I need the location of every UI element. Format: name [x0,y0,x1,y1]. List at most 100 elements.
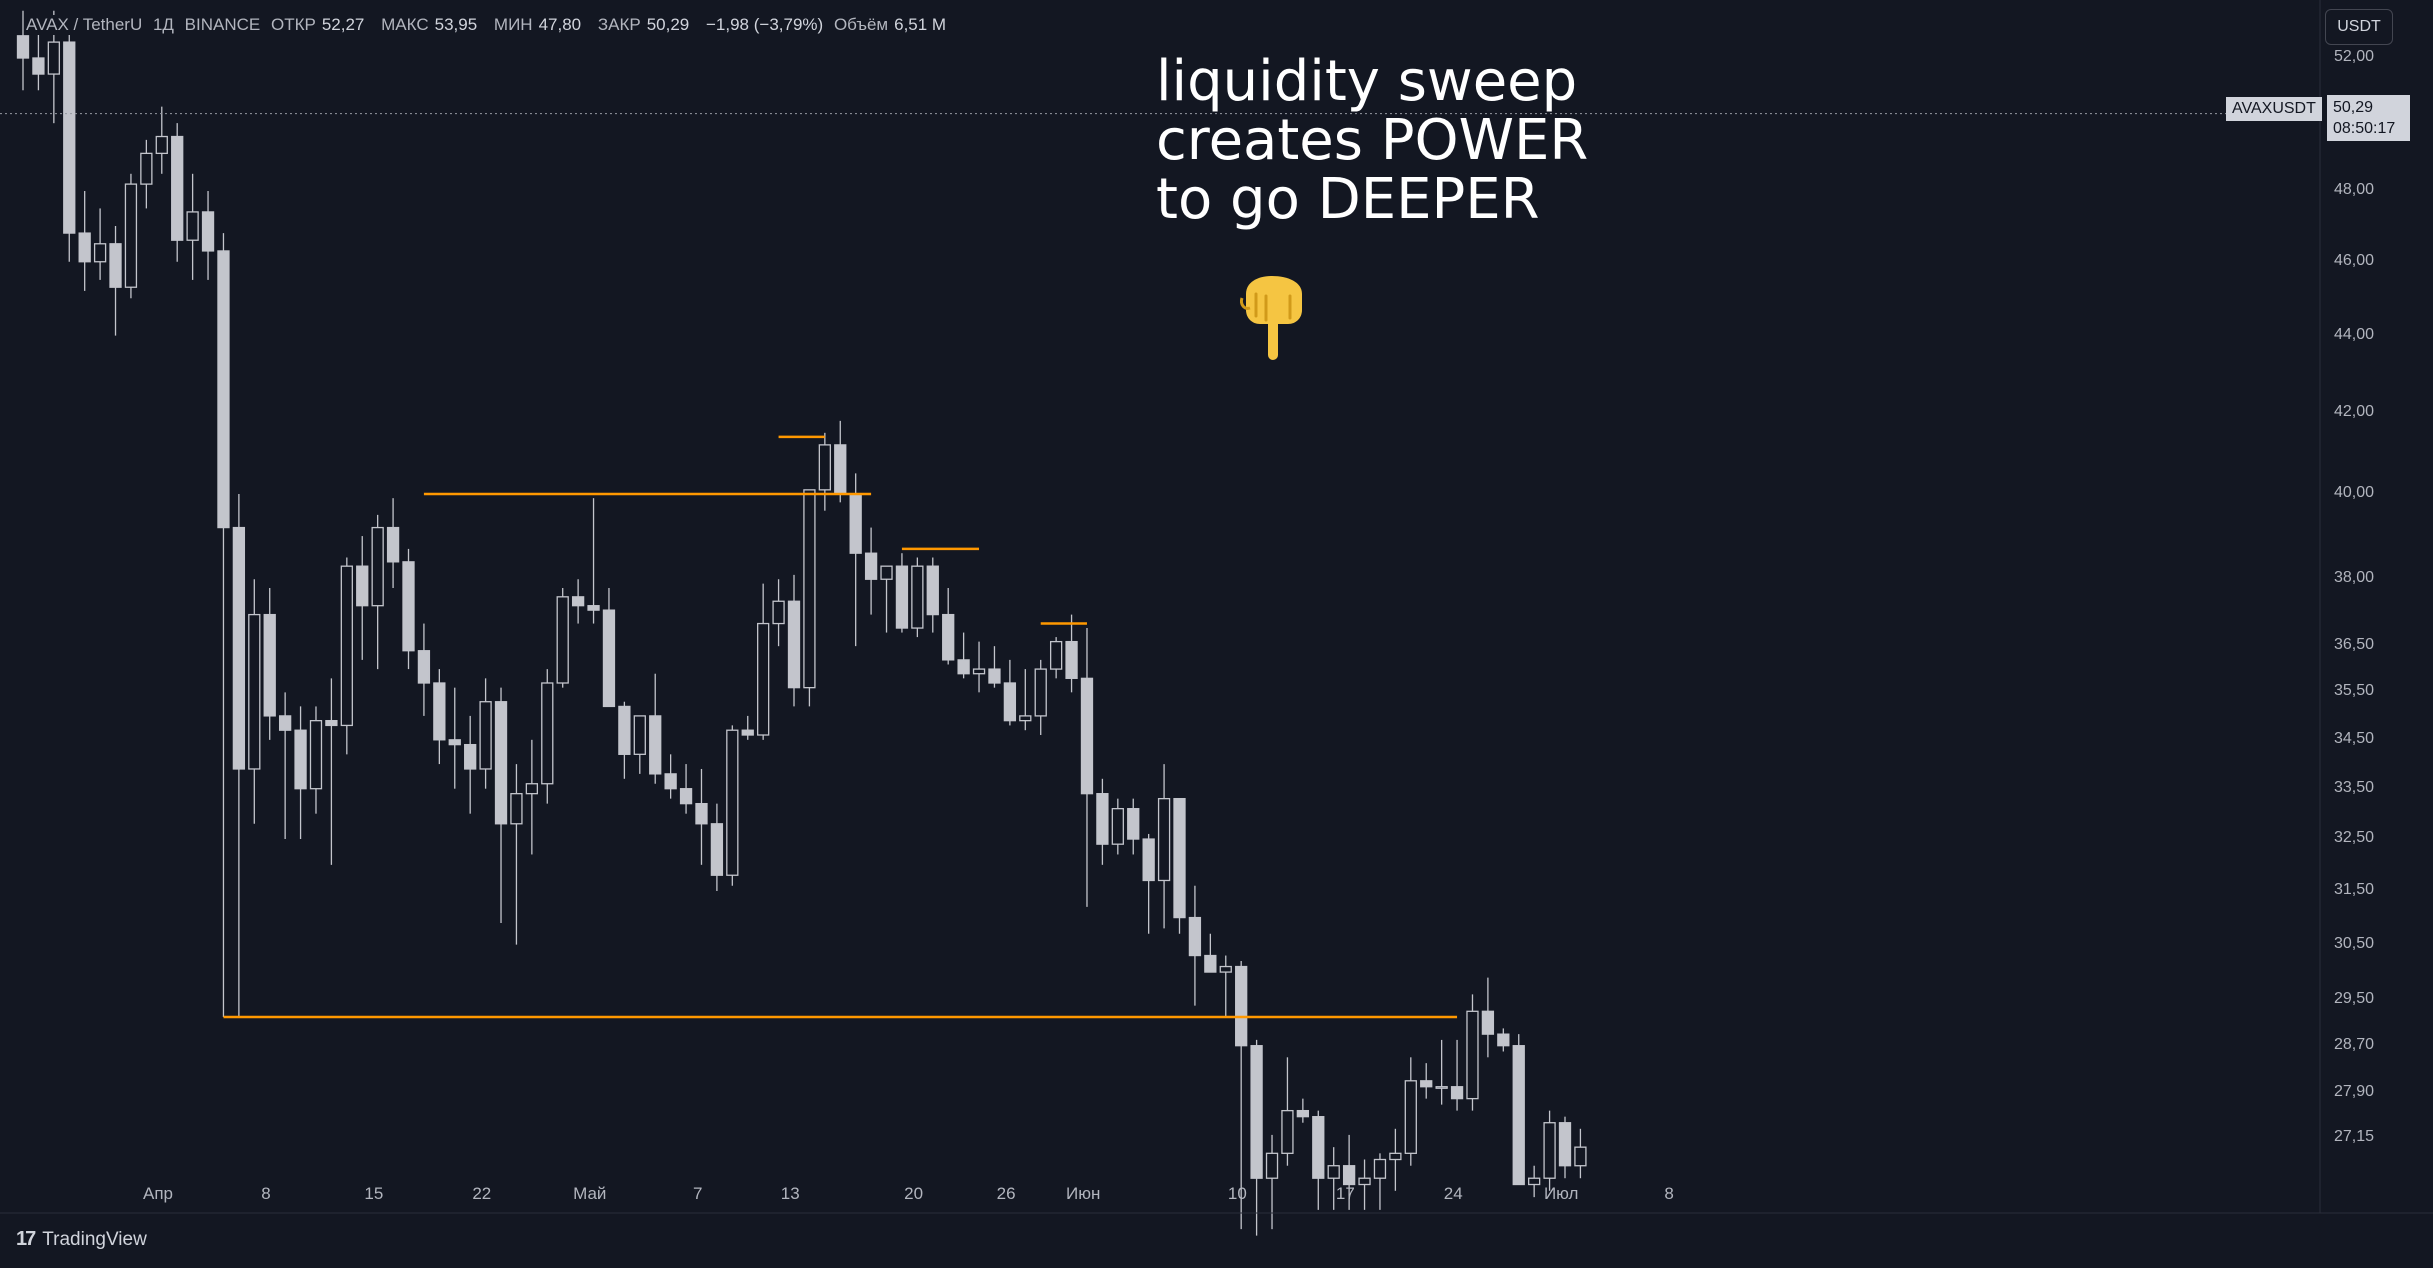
candle[interactable] [1512,1034,1525,1186]
candle[interactable] [556,588,569,688]
candle[interactable] [1574,1128,1587,1179]
candle[interactable] [1003,659,1017,726]
candle[interactable] [1450,1039,1464,1111]
candle[interactable] [232,494,246,1017]
candle[interactable] [124,173,138,299]
candle[interactable] [1080,628,1094,907]
candle[interactable] [1558,1116,1572,1179]
candle[interactable] [1389,1128,1402,1191]
candle[interactable] [1065,614,1078,693]
candle[interactable] [186,173,199,280]
candle[interactable] [371,514,384,670]
candle[interactable] [340,557,353,755]
candle[interactable] [171,123,184,262]
candle[interactable] [1034,659,1047,736]
candle[interactable] [571,579,585,624]
candle[interactable] [1235,961,1248,1230]
candle[interactable] [664,754,677,799]
candle[interactable] [1157,764,1171,929]
candle[interactable] [1219,955,1232,1017]
candle[interactable] [16,10,30,91]
candle[interactable] [1497,1028,1510,1052]
candle[interactable] [587,498,600,624]
candle[interactable] [864,527,878,615]
candle[interactable] [1358,1159,1371,1210]
candle[interactable] [1543,1110,1556,1191]
tradingview-logo[interactable]: 17 TradingView [16,1228,147,1251]
candle[interactable] [757,583,770,740]
candle[interactable] [1142,833,1155,934]
candle[interactable] [649,673,662,784]
candle[interactable] [417,623,431,716]
candle[interactable] [402,548,415,670]
candle[interactable] [1173,797,1186,934]
candle[interactable] [633,715,646,774]
candle[interactable] [834,420,847,503]
candle[interactable] [1281,1057,1294,1166]
candle[interactable] [1435,1039,1448,1105]
candle[interactable] [1049,637,1063,679]
candle[interactable] [787,574,801,707]
candle[interactable] [217,233,230,1017]
candle[interactable] [1096,778,1109,865]
candle[interactable] [1019,669,1032,731]
candle[interactable] [972,641,986,693]
candle[interactable] [1327,1147,1340,1210]
candle[interactable] [618,701,631,779]
candle[interactable] [1528,1165,1541,1198]
candle[interactable] [78,191,91,291]
candle[interactable] [803,489,816,707]
interval-label[interactable]: 1Д [152,15,174,34]
candle[interactable] [911,557,924,638]
candle[interactable] [448,687,461,789]
candle[interactable] [1481,977,1495,1058]
candle[interactable] [926,557,939,633]
candle[interactable] [140,139,153,209]
candle[interactable] [602,588,616,708]
candle[interactable] [433,669,446,765]
candle[interactable] [695,768,708,865]
candle[interactable] [726,725,739,886]
candle[interactable] [464,715,477,814]
candle[interactable] [988,646,1001,688]
candle[interactable] [479,678,492,789]
candle[interactable] [942,588,955,665]
currency-unit-button[interactable]: USDT [2325,9,2393,45]
candle[interactable] [356,536,369,660]
candle[interactable] [710,803,724,891]
candle[interactable] [93,208,107,280]
candle[interactable] [1127,798,1140,855]
candle[interactable] [294,706,307,840]
candle[interactable] [1188,885,1202,1006]
candle[interactable] [155,106,168,174]
candle[interactable] [880,565,893,633]
candle[interactable] [63,26,76,262]
candle[interactable] [1466,994,1479,1111]
candle[interactable] [109,226,122,336]
candle[interactable] [1111,798,1124,855]
candle[interactable] [957,632,970,679]
candle[interactable] [386,498,400,589]
candle[interactable] [1420,1063,1433,1099]
candle[interactable] [895,553,909,633]
candle[interactable] [1312,1110,1325,1210]
candle[interactable] [278,692,292,840]
candle[interactable] [679,764,693,814]
candle[interactable] [510,764,523,945]
candle[interactable] [1373,1153,1387,1210]
candle[interactable] [201,191,215,280]
candle[interactable] [494,687,508,923]
candle[interactable] [772,579,785,647]
candle[interactable] [525,739,539,855]
candle[interactable] [1342,1134,1356,1210]
candle[interactable] [1404,1057,1417,1166]
candle[interactable] [325,678,338,865]
text-annotation[interactable]: liquidity sweep creates POWER to go DEEP… [1156,52,1676,229]
candle[interactable] [1204,933,1217,973]
candle[interactable] [1265,1134,1279,1230]
candle[interactable] [263,588,276,740]
candle[interactable] [32,26,45,91]
candle[interactable] [541,669,554,804]
candle[interactable] [309,706,323,814]
